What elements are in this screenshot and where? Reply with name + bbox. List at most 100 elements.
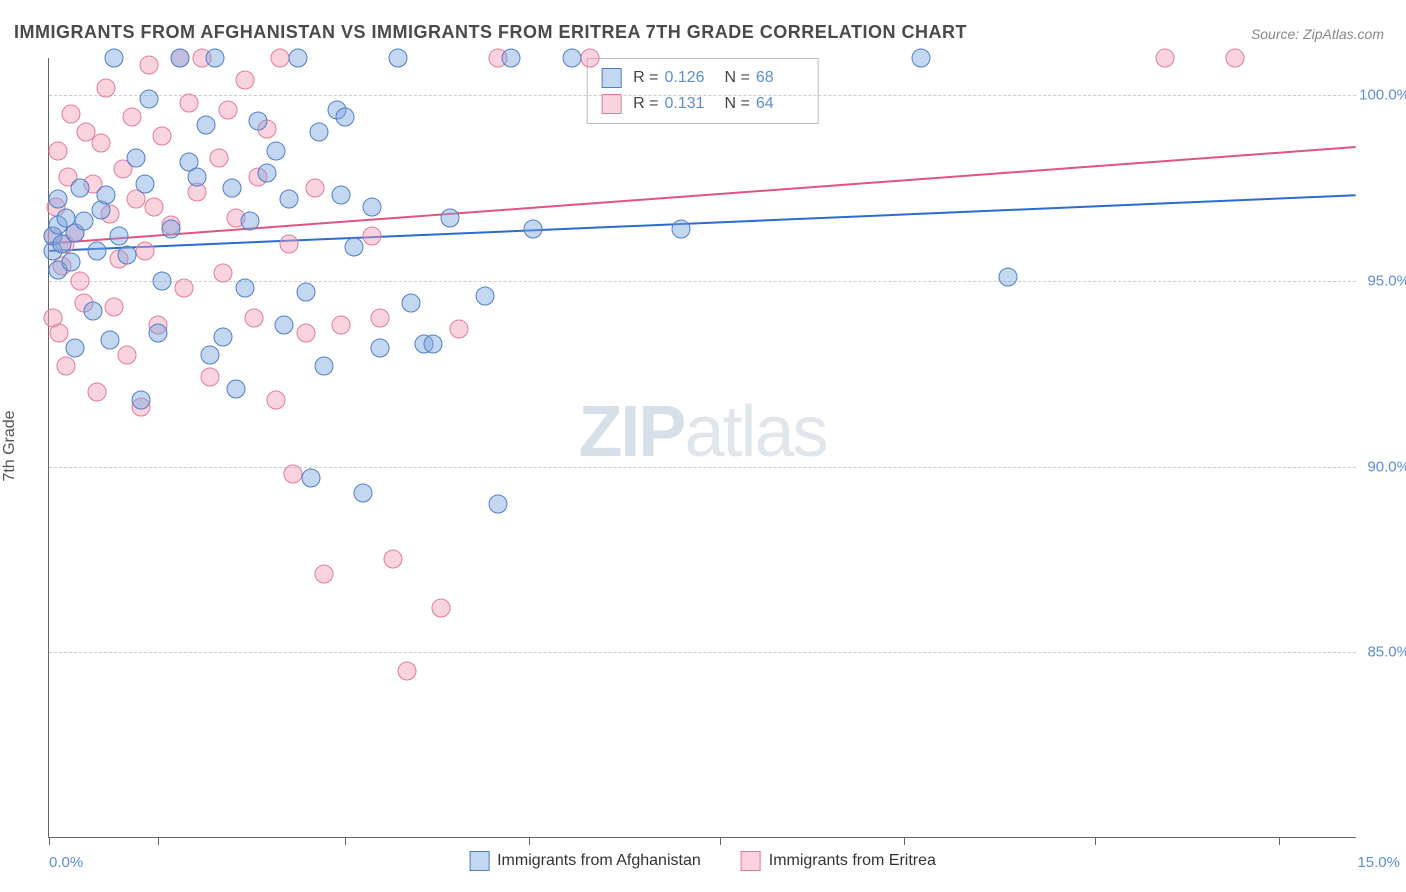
series-label-eritrea: Immigrants from Eritrea [769, 852, 936, 870]
data-point [83, 301, 102, 320]
data-point [449, 320, 468, 339]
data-point [144, 197, 163, 216]
data-point [66, 338, 85, 357]
y-tick-label: 95.0% [1367, 272, 1406, 289]
data-point [401, 294, 420, 313]
data-point [279, 234, 298, 253]
data-point [332, 186, 351, 205]
x-tick [1279, 837, 1280, 845]
y-tick-label: 85.0% [1367, 644, 1406, 661]
data-point [131, 390, 150, 409]
data-point [149, 323, 168, 342]
chart-title: IMMIGRANTS FROM AFGHANISTAN VS IMMIGRANT… [14, 22, 967, 43]
data-point [476, 286, 495, 305]
x-tick [345, 837, 346, 845]
data-point [196, 115, 215, 134]
x-tick [1095, 837, 1096, 845]
data-point [118, 245, 137, 264]
data-point [332, 316, 351, 335]
data-point [214, 327, 233, 346]
data-point [223, 179, 242, 198]
data-point [275, 316, 294, 335]
data-point [48, 141, 67, 160]
swatch-afghanistan-icon [469, 851, 489, 871]
data-point [314, 357, 333, 376]
data-point [258, 164, 277, 183]
gridline [49, 467, 1356, 468]
data-point [244, 309, 263, 328]
data-point [236, 71, 255, 90]
data-point [61, 253, 80, 272]
data-point [188, 167, 207, 186]
data-point [502, 49, 521, 68]
source-label: Source: ZipAtlas.com [1251, 26, 1384, 42]
data-point [61, 104, 80, 123]
x-axis-start-label: 0.0% [49, 854, 83, 871]
data-point [87, 383, 106, 402]
data-point [127, 149, 146, 168]
legend-item-afghanistan: Immigrants from Afghanistan [469, 851, 701, 871]
data-point [912, 49, 931, 68]
data-point [57, 357, 76, 376]
data-point [999, 268, 1018, 287]
data-point [201, 346, 220, 365]
data-point [118, 346, 137, 365]
data-point [96, 186, 115, 205]
data-point [140, 56, 159, 75]
data-point [74, 212, 93, 231]
data-point [1225, 49, 1244, 68]
data-point [1156, 49, 1175, 68]
data-point [249, 112, 268, 131]
data-point [96, 78, 115, 97]
data-point [101, 331, 120, 350]
data-point [672, 219, 691, 238]
data-point [284, 465, 303, 484]
data-point [397, 661, 416, 680]
data-point [371, 338, 390, 357]
data-point [214, 264, 233, 283]
x-axis-end-label: 15.0% [1357, 854, 1400, 871]
data-point [297, 283, 316, 302]
data-point [240, 212, 259, 231]
data-point [423, 335, 442, 354]
gridline [49, 652, 1356, 653]
x-tick [158, 837, 159, 845]
y-axis-label: 7th Grade [1, 410, 19, 481]
legend-stats: R = 0.126 N = 68 R = 0.131 N = 64 [586, 58, 819, 124]
data-point [314, 565, 333, 584]
data-point [48, 190, 67, 209]
plot-area: ZIPatlas R = 0.126 N = 68 R = 0.131 N = … [48, 58, 1356, 838]
data-point [153, 271, 172, 290]
data-point [201, 368, 220, 387]
legend-stats-row-afghanistan: R = 0.126 N = 68 [601, 65, 804, 91]
trend-lines [49, 58, 1356, 837]
series-label-afghanistan: Immigrants from Afghanistan [497, 852, 701, 870]
data-point [362, 197, 381, 216]
data-point [122, 108, 141, 127]
swatch-afghanistan-icon [601, 68, 621, 88]
data-point [371, 309, 390, 328]
r-value-afghanistan: 0.126 [665, 65, 713, 91]
data-point [179, 93, 198, 112]
n-value-afghanistan: 68 [756, 65, 804, 91]
data-point [310, 123, 329, 142]
data-point [271, 49, 290, 68]
data-point [266, 390, 285, 409]
data-point [162, 219, 181, 238]
data-point [362, 227, 381, 246]
x-tick [720, 837, 721, 845]
data-point [218, 101, 237, 120]
data-point [301, 468, 320, 487]
data-point [210, 149, 229, 168]
data-point [288, 49, 307, 68]
data-point [105, 49, 124, 68]
data-point [87, 242, 106, 261]
data-point [227, 379, 246, 398]
data-point [580, 49, 599, 68]
data-point [236, 279, 255, 298]
data-point [135, 175, 154, 194]
data-point [432, 598, 451, 617]
data-point [70, 271, 89, 290]
data-point [105, 297, 124, 316]
x-tick [49, 837, 50, 845]
